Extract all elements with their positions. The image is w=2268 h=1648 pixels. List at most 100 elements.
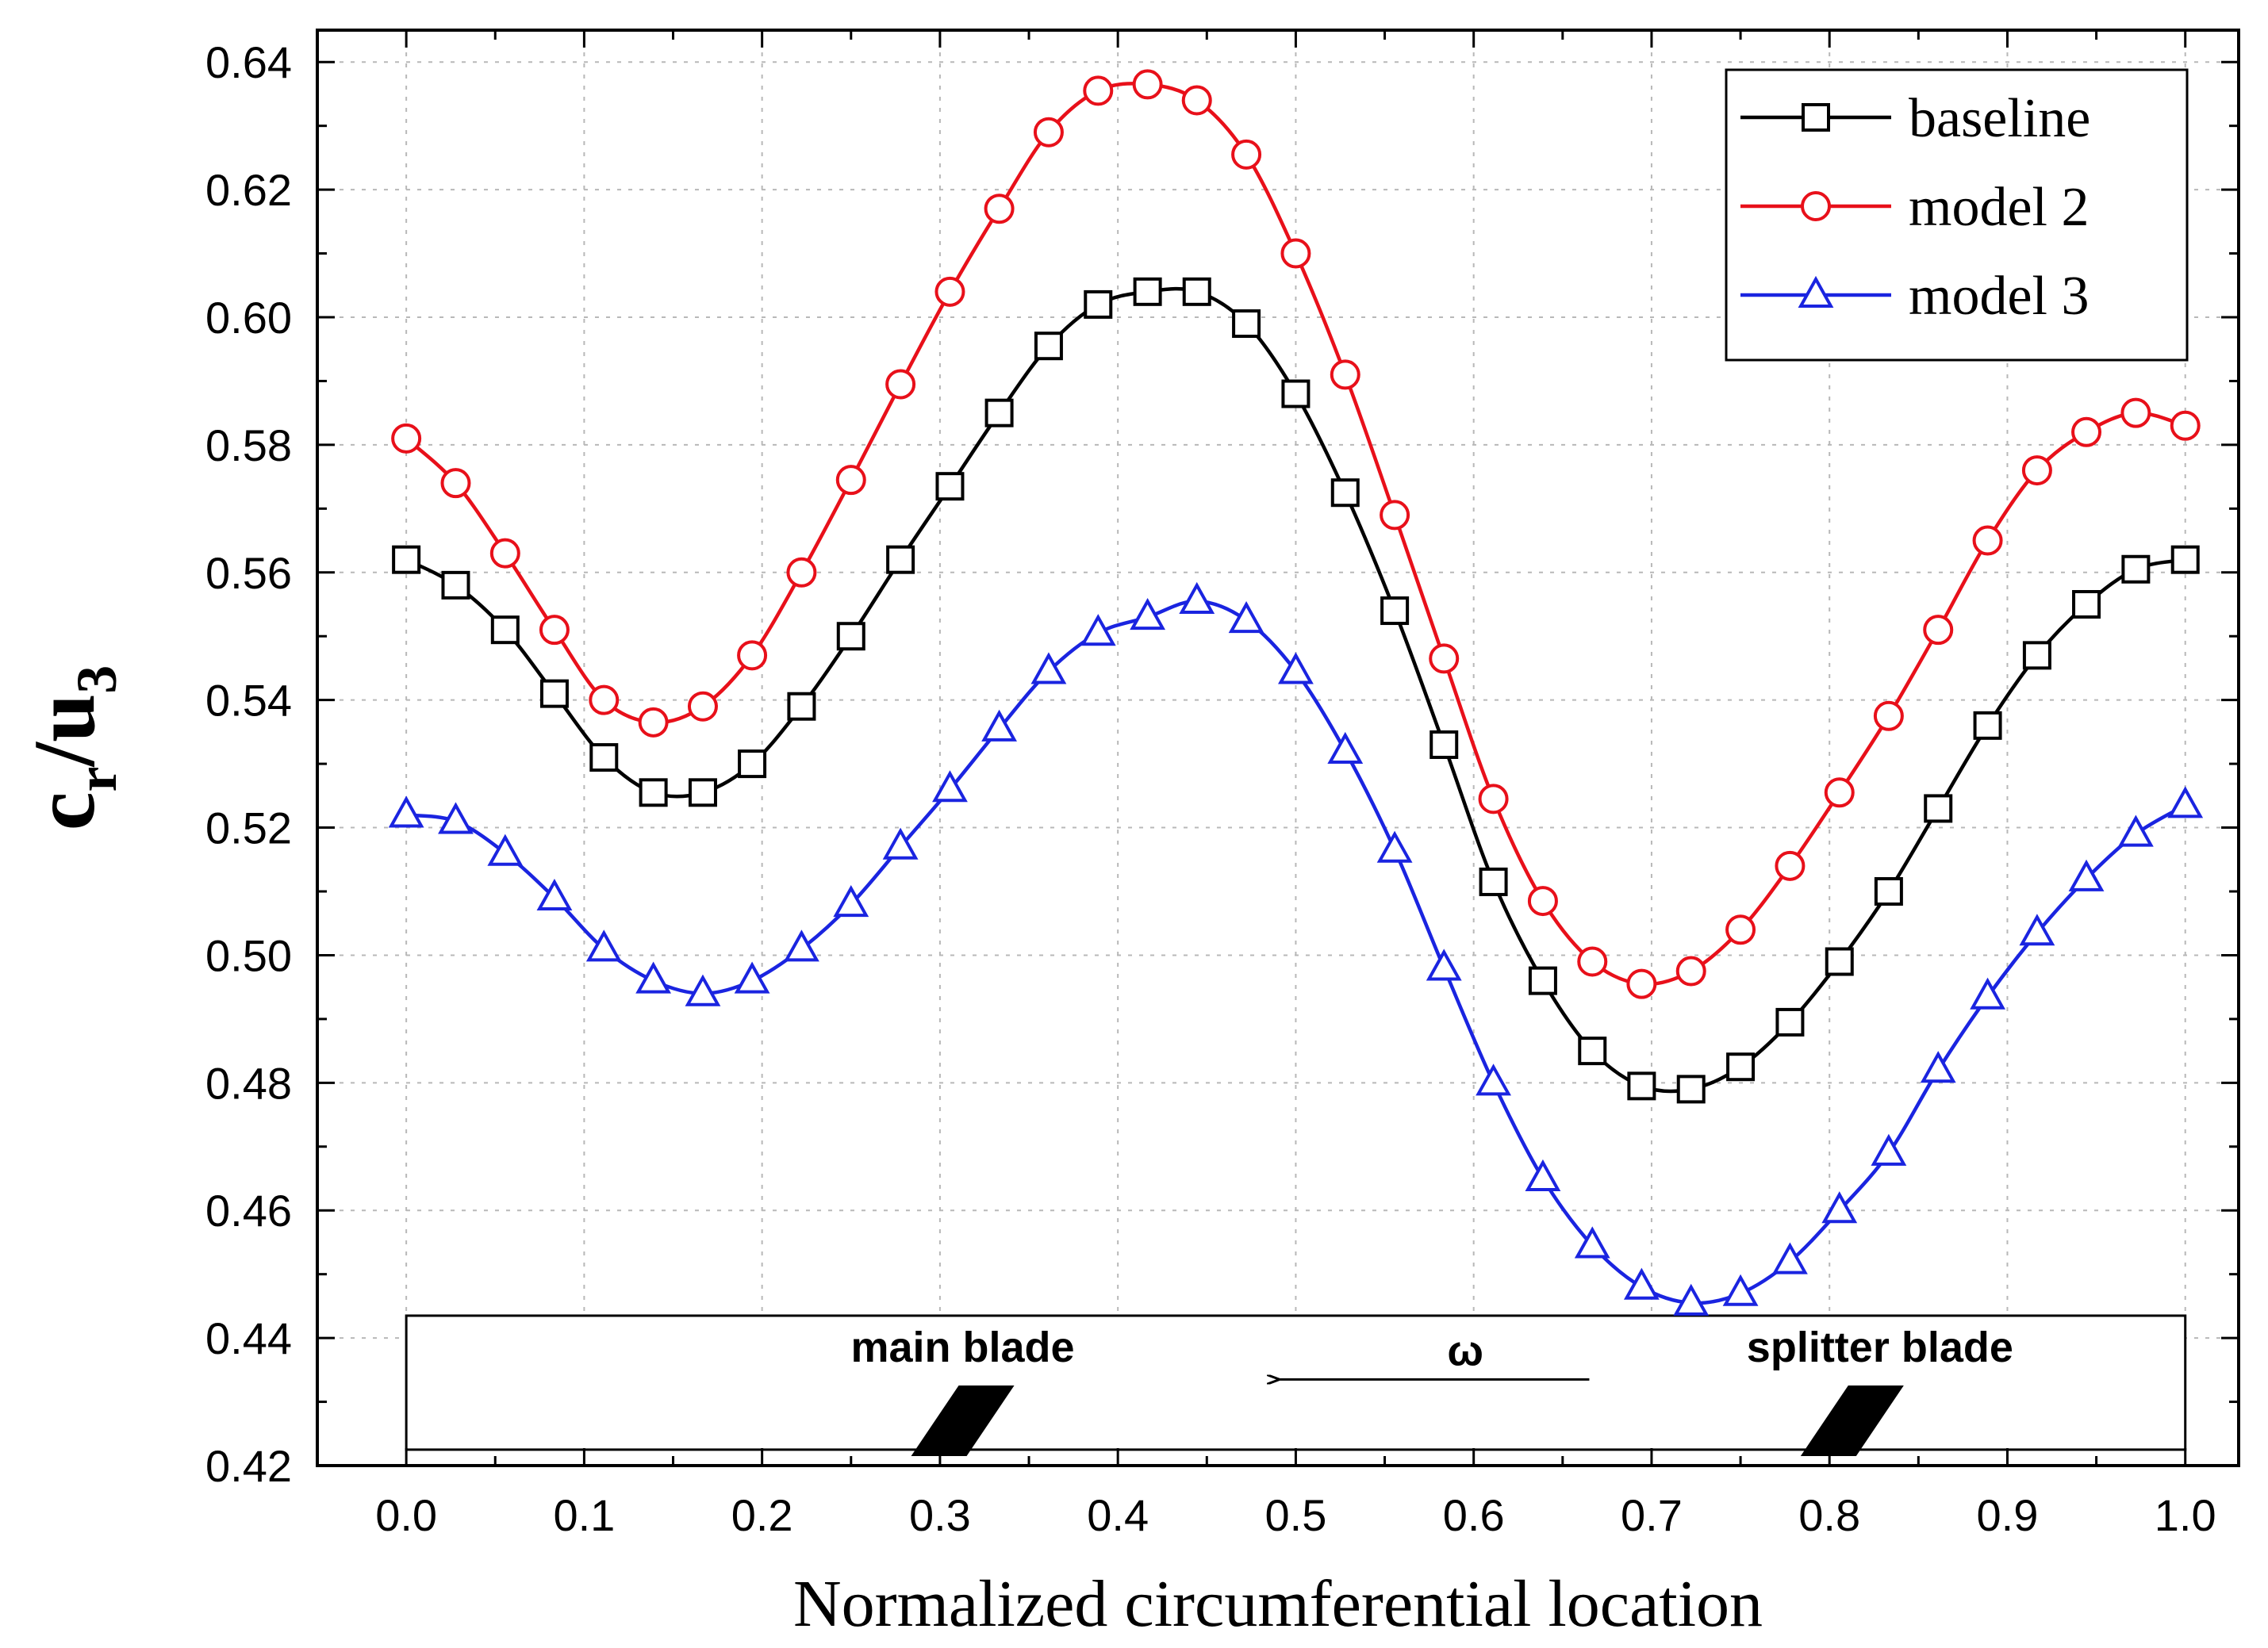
data-point-model-2: [737, 640, 768, 671]
data-point-model-2: [2071, 416, 2102, 447]
data-point-baseline: [1182, 277, 1211, 306]
y-tick-label: 0.46: [205, 1186, 292, 1236]
data-point-model-3: [487, 834, 524, 866]
data-point-baseline: [1232, 309, 1261, 339]
data-point-baseline: [1924, 794, 1953, 823]
x-tick-label: 0.6: [1443, 1490, 1505, 1540]
data-point-model-2: [1972, 525, 2003, 556]
data-point-model-3: [1574, 1226, 1610, 1259]
x-tick-label: 0.0: [375, 1490, 437, 1540]
data-point-model-2: [1132, 69, 1163, 100]
blade-annotation: main blade splitter blade ω: [405, 1314, 2187, 1456]
data-point-baseline: [1084, 289, 1113, 319]
y-tick-label: 0.60: [205, 293, 292, 343]
data-point-baseline: [490, 615, 520, 645]
x-tick-label: 0.2: [731, 1490, 793, 1540]
data-point-model-3: [1821, 1191, 1858, 1224]
data-point-baseline: [1726, 1052, 1756, 1082]
legend: baseline model 2 model 3: [1725, 68, 2189, 362]
x-tick-label: 0.3: [909, 1490, 971, 1540]
series-line-model-2: [405, 82, 2186, 987]
data-point-baseline: [1281, 379, 1311, 408]
plot-frame: [316, 29, 2240, 1467]
omega-label: ω: [1447, 1327, 1483, 1374]
data-point-baseline: [886, 545, 915, 574]
data-point-baseline: [1825, 947, 1854, 976]
y-axis-title-sub-3: 3: [65, 665, 129, 694]
data-point-model-2: [1429, 643, 1460, 674]
data-point-model-3: [1228, 601, 1264, 634]
data-point-baseline: [738, 749, 767, 779]
data-point-model-2: [1675, 956, 1706, 987]
y-tick-label: 0.62: [205, 165, 292, 215]
data-point-model-3: [1871, 1133, 1907, 1166]
data-point-model-2: [2120, 397, 2151, 428]
data-point-model-2: [440, 468, 471, 499]
data-point-baseline: [1775, 1007, 1805, 1037]
data-point-model-2: [1775, 850, 1806, 881]
x-tick-label: 0.1: [553, 1490, 615, 1540]
data-point-model-3: [1722, 1274, 1759, 1306]
svg-text:cr/u3: cr/u3: [16, 665, 129, 831]
data-point-model-2: [1231, 139, 1262, 170]
data-point-model-2: [1923, 615, 1954, 646]
splitter-blade-shape: [1800, 1385, 1904, 1456]
data-point-baseline: [2121, 554, 2151, 584]
legend-marker-baseline: [1802, 103, 1830, 132]
data-point-model-2: [1725, 914, 1756, 945]
data-point-model-3: [882, 827, 919, 860]
x-tick-label: 0.9: [1977, 1490, 2039, 1540]
data-point-model-2: [786, 557, 817, 588]
data-point-baseline: [441, 570, 470, 600]
data-point-model-2: [1033, 117, 1064, 148]
data-point-model-3: [2117, 814, 2154, 847]
data-point-model-3: [635, 961, 672, 994]
main-blade-shape: [911, 1385, 1015, 1456]
data-point-baseline: [539, 679, 569, 708]
x-tick-label: 0.8: [1798, 1490, 1860, 1540]
data-point-model-3: [585, 929, 622, 962]
data-point-baseline: [836, 622, 865, 651]
legend-marker-model-2: [1801, 191, 1831, 221]
data-point-baseline: [2022, 641, 2051, 670]
data-point-model-3: [1426, 949, 1462, 981]
data-point-baseline: [1973, 711, 2002, 740]
x-axis-title: Normalized circumferential location: [793, 1567, 1763, 1641]
y-tick-label: 0.52: [205, 803, 292, 853]
y-tick-label: 0.42: [205, 1441, 292, 1491]
y-tick-label: 0.58: [205, 420, 292, 470]
data-point-model-3: [1525, 1159, 1561, 1191]
data-point-model-3: [1376, 830, 1413, 863]
blade-diagram-box: [405, 1314, 2187, 1451]
data-point-baseline: [1380, 596, 1410, 626]
data-point-model-3: [1030, 652, 1067, 684]
x-tick-label: 1.0: [2155, 1490, 2216, 1540]
data-point-baseline: [688, 778, 717, 807]
data-point-model-3: [784, 929, 819, 962]
data-point-model-3: [734, 961, 770, 994]
data-point-model-2: [1527, 886, 1558, 917]
data-point-model-3: [2019, 914, 2055, 946]
y-axis-title-u: /u: [16, 694, 113, 768]
data-point-model-3: [833, 884, 869, 918]
data-point-baseline: [1528, 966, 1557, 995]
data-point-model-3: [1623, 1267, 1660, 1300]
data-point-baseline: [1874, 877, 1903, 906]
x-tick-label: 0.4: [1087, 1490, 1149, 1540]
data-point-model-2: [1380, 500, 1410, 531]
data-point-model-3: [438, 802, 474, 834]
data-point-baseline: [1578, 1037, 1607, 1066]
data-point-model-3: [2068, 859, 2105, 891]
data-point-model-3: [1130, 597, 1166, 630]
x-tick-labels: 0.0 0.1 0.2 0.3 0.4 0.5 0.6 0.7 0.8 0.9 1.0: [375, 1490, 2216, 1540]
main-blade-label: main blade: [851, 1324, 1075, 1371]
data-point-model-2: [1478, 784, 1509, 814]
data-point-model-3: [1179, 581, 1215, 614]
data-point-model-2: [934, 276, 965, 307]
data-point-model-3: [685, 974, 721, 1006]
data-point-model-3: [388, 795, 424, 828]
legend-marker-model-3: [1798, 275, 1834, 308]
splitter-blade-label: splitter blade: [1747, 1324, 2013, 1371]
y-tick-label: 0.48: [205, 1058, 292, 1108]
